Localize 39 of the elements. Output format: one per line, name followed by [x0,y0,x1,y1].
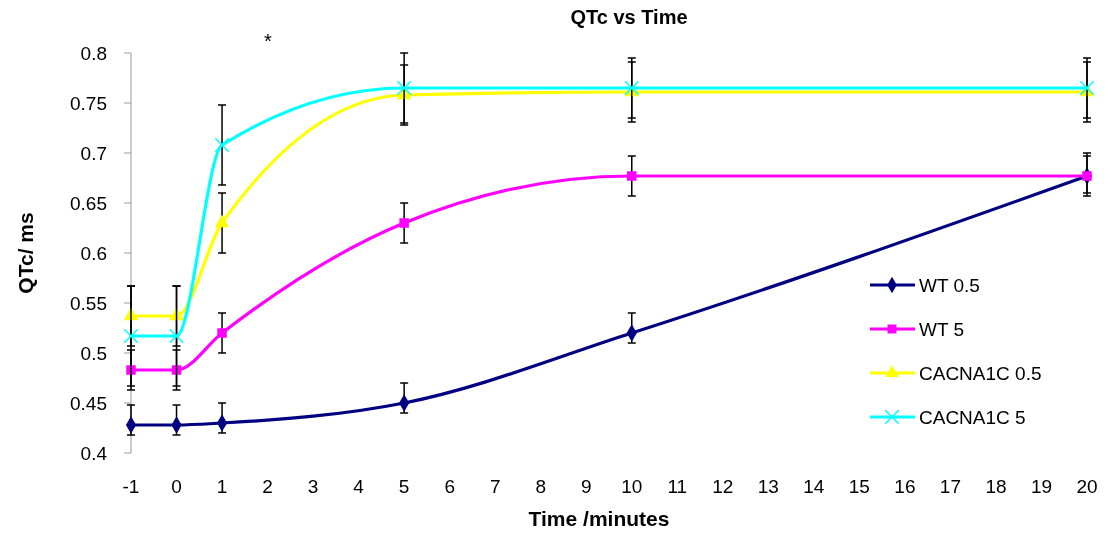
x-tick-label: 5 [398,476,410,497]
x-tick-label: 12 [712,476,734,497]
x-tick-label: 4 [353,476,365,497]
x-tick-label: 8 [535,476,546,497]
x-tick-label: 19 [1030,476,1053,497]
x-tick-label: 14 [803,476,825,497]
y-tick-label: 0.55 [70,292,107,314]
y-tick-label: 0.6 [80,242,107,264]
x-tick-label: -1 [122,476,140,497]
legend-label: CACNA1C 5 [919,406,1026,428]
text: * [264,30,273,52]
x-tick-label: 1 [216,476,228,497]
x-tick-label: 2 [262,476,273,497]
y-axis-title: QTc/ ms [14,212,37,294]
chart-title: QTc vs Time [570,6,688,28]
x-tick-label: 10 [621,476,643,497]
x-tick-label: 18 [985,476,1007,497]
x-tick-label: 15 [848,476,870,497]
y-tick-label: 0.45 [70,392,107,414]
y-tick-label: 0.8 [80,42,107,64]
legend-label: CACNA1C 0.5 [919,362,1042,384]
legend-label: WT 0.5 [919,274,980,296]
y-tick-label: 0.5 [80,342,107,364]
x-tick-label: 6 [444,476,455,497]
y-tick-label: 0.75 [70,92,107,114]
x-tick-label: 7 [489,476,501,497]
x-axis-title: Time /minutes [528,507,670,530]
x-tick-label: 0 [171,476,182,497]
x-tick-label: 13 [757,476,779,497]
y-tick-label: 0.4 [80,442,108,464]
x-tick-label: 9 [580,476,592,497]
x-tick-label: 17 [939,476,961,497]
x-tick-label: 11 [667,476,688,497]
y-tick-label: 0.7 [80,142,107,164]
legend-label: WT 5 [919,318,965,340]
x-tick-label: 20 [1076,476,1098,497]
y-tick-label: 0.65 [70,192,107,214]
x-tick-label: 16 [894,476,916,497]
x-tick-label: 3 [307,476,319,497]
